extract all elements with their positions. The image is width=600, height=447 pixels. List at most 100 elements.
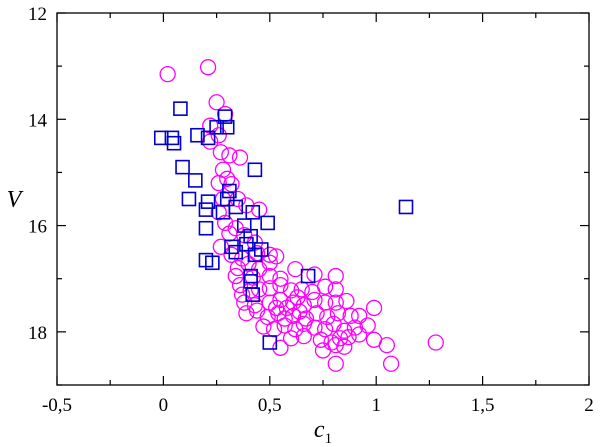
circle-point	[261, 246, 278, 263]
y-tick-label: 14	[28, 110, 48, 131]
square-point	[300, 268, 316, 284]
x-tick-label: 1	[371, 395, 381, 416]
plot-frame	[56, 12, 590, 386]
square-point	[222, 183, 237, 199]
circle-point	[295, 327, 312, 345]
square-point	[247, 162, 263, 178]
circle-point	[231, 149, 249, 166]
circle-point	[327, 336, 344, 354]
square-point	[228, 244, 244, 260]
circle-point	[236, 294, 253, 311]
circle-point	[210, 204, 227, 221]
square-point	[245, 287, 261, 302]
circle-point	[272, 270, 289, 287]
square-point	[198, 202, 214, 217]
circle-point	[248, 302, 266, 319]
circle-point	[340, 329, 357, 346]
circle-point	[295, 315, 312, 333]
circle-point	[287, 260, 304, 278]
square-point	[245, 204, 261, 220]
square-point	[181, 191, 197, 207]
circle-point	[359, 317, 376, 334]
circle-point	[327, 355, 344, 372]
circle-point	[199, 59, 217, 76]
circle-point	[219, 170, 236, 187]
circle-point	[272, 339, 289, 356]
circle-point	[212, 144, 230, 161]
circle-point	[312, 331, 330, 348]
square-point	[164, 130, 180, 146]
circle-point	[289, 289, 306, 306]
circle-point	[261, 267, 278, 285]
y-tick-label: 16	[28, 217, 47, 238]
y-tick-label: 18	[28, 323, 47, 344]
circle-point	[216, 105, 234, 123]
circle-point	[261, 254, 278, 271]
circle-point	[210, 127, 227, 144]
x-axis-title-subscript: 1	[325, 431, 333, 447]
circle-point	[255, 318, 272, 335]
x-axis-ticks: -0,5 0 0,5 1 1,5 2	[42, 13, 594, 416]
square-point	[215, 204, 231, 220]
circle-point	[221, 147, 238, 164]
y-axis-title: V	[7, 187, 24, 213]
circle-point	[316, 321, 334, 338]
x-tick-label: 2	[584, 395, 594, 416]
square-point	[239, 236, 254, 252]
square-point	[262, 335, 278, 350]
circle-point	[208, 94, 225, 111]
circle-point	[265, 321, 283, 338]
square-point	[175, 159, 190, 175]
circle-point	[316, 278, 334, 295]
x-axis-title: c1	[314, 417, 332, 447]
circle-point	[382, 355, 400, 372]
circle-point	[229, 259, 247, 277]
circle-point	[327, 281, 344, 298]
circle-point	[268, 248, 285, 265]
y-tick-label: 12	[28, 4, 47, 25]
square-point	[243, 228, 258, 244]
circle-point	[282, 330, 300, 347]
circle-point	[285, 294, 302, 311]
square-point	[228, 199, 244, 215]
circle-point	[336, 338, 353, 355]
square-point	[166, 135, 182, 151]
data-points	[153, 59, 444, 372]
circle-point	[229, 190, 247, 208]
circle-point	[212, 238, 230, 255]
circle-point	[351, 307, 368, 325]
square-point	[173, 101, 188, 116]
circle-point	[238, 305, 255, 322]
x-tick-label: -0,5	[42, 395, 72, 416]
circle-point	[365, 299, 383, 317]
circle-point	[231, 276, 249, 294]
circle-point	[329, 305, 347, 322]
y-axis-ticks: 12 14 16 18	[28, 4, 589, 386]
circle-point	[216, 214, 234, 232]
circle-point	[276, 310, 293, 327]
circle-point	[210, 174, 227, 192]
x-axis-title-main: c	[314, 417, 325, 443]
x-tick-label: 1,5	[471, 395, 495, 416]
square-point	[224, 239, 239, 255]
circle-point	[261, 280, 278, 297]
circle-point	[233, 286, 251, 303]
circle-point	[338, 292, 355, 310]
square-point	[219, 119, 235, 135]
circle-point	[268, 299, 285, 317]
square-point	[200, 130, 216, 146]
square-point	[190, 127, 205, 143]
circle-point	[342, 307, 359, 325]
square-point	[209, 119, 224, 135]
circle-point	[159, 65, 176, 83]
square-point	[205, 255, 220, 271]
square-point	[198, 220, 214, 236]
square-point	[247, 247, 263, 263]
circle-point	[223, 246, 240, 263]
circle-point	[351, 326, 368, 343]
square-point	[398, 199, 414, 215]
square-point	[260, 215, 275, 231]
square-point	[217, 109, 233, 124]
circle-point	[327, 294, 344, 311]
